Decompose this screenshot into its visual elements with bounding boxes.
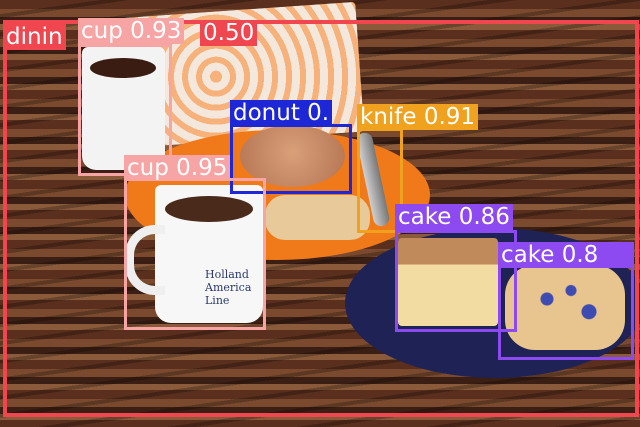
label-text: dinin [6, 24, 63, 50]
cup-front-print: Holland America Line [205, 268, 260, 307]
cake-slice-1 [398, 238, 498, 326]
label-text: 0.50 [203, 20, 255, 46]
label-knife: knife 0.91 [357, 104, 479, 130]
label-donut: donut 0. [230, 100, 333, 126]
label-cake-2: cake 0.8 [498, 242, 634, 268]
box-dining-table [3, 20, 639, 417]
cup-print-text: Holland America Line [205, 268, 252, 307]
donut [240, 125, 345, 187]
label-text: cup 0.95 [127, 155, 228, 181]
label-text: knife 0.91 [360, 104, 476, 130]
cake-slice-2 [505, 265, 625, 350]
label-text: cake 0.8 [501, 242, 599, 268]
label-text: cup 0.93 [81, 18, 182, 44]
box-cake-1 [395, 230, 517, 332]
label-cake-1: cake 0.86 [395, 204, 513, 230]
cup-back-coffee [90, 58, 156, 78]
label-text: donut 0. [233, 100, 330, 126]
pastry [265, 195, 370, 240]
label-cup-front: cup 0.95 [124, 155, 231, 181]
label-dining-table-score: 0.50 [200, 20, 258, 46]
label-cup-back: cup 0.93 [78, 18, 185, 44]
cup-front-handle [125, 225, 165, 295]
box-cup-front [124, 178, 266, 330]
box-cake-2 [498, 265, 634, 360]
label-text: cake 0.86 [398, 204, 510, 230]
label-dining-table: dinin [3, 24, 66, 50]
cup-front-coffee [165, 196, 253, 222]
